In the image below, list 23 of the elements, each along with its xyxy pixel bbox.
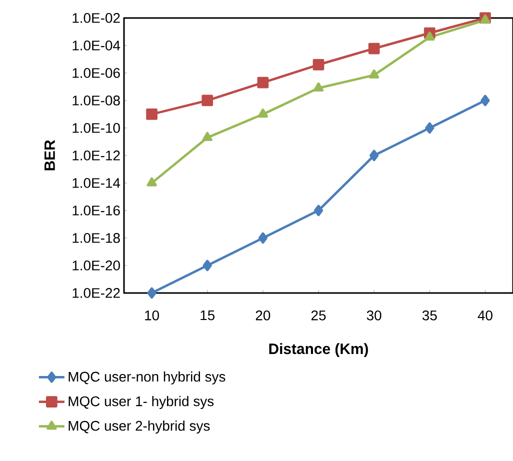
y-tick-label: 1.0E-02 xyxy=(72,13,120,23)
x-tick-label: 30 xyxy=(366,310,382,320)
y-tick-label: 1.0E-22 xyxy=(72,288,120,298)
x-axis-title: Distance (Km) xyxy=(269,343,368,358)
x-tick-label: 40 xyxy=(478,310,492,320)
y-tick-label: 1.0E-12 xyxy=(72,150,120,160)
y-tick-label: 1.0E-06 xyxy=(72,68,120,78)
y-tick-label: 1.0E-10 xyxy=(72,123,120,133)
y-tick-label: 1.0E-20 xyxy=(72,260,120,270)
legend-label: MQC user 2-hybrid sys xyxy=(68,420,210,434)
y-tick-label: 1.0E-08 xyxy=(72,96,120,106)
x-tick-label: 20 xyxy=(256,310,270,320)
legend-label: MQC user-non hybrid sys xyxy=(68,371,226,384)
y-tick-label: 1.0E-18 xyxy=(72,233,120,243)
x-tick-label: 10 xyxy=(145,310,160,320)
x-tick-label: 35 xyxy=(422,310,437,320)
x-tick-label: 15 xyxy=(200,310,215,320)
y-tick-label: 1.0E-04 xyxy=(72,40,120,50)
x-tick-label: 25 xyxy=(311,310,326,320)
legend-label: MQC user 1- hybrid sys xyxy=(68,396,214,409)
y-tick-label: 1.0E-14 xyxy=(72,178,120,188)
y-axis-title: BER xyxy=(44,140,55,170)
y-tick-label: 1.0E-16 xyxy=(72,206,120,216)
